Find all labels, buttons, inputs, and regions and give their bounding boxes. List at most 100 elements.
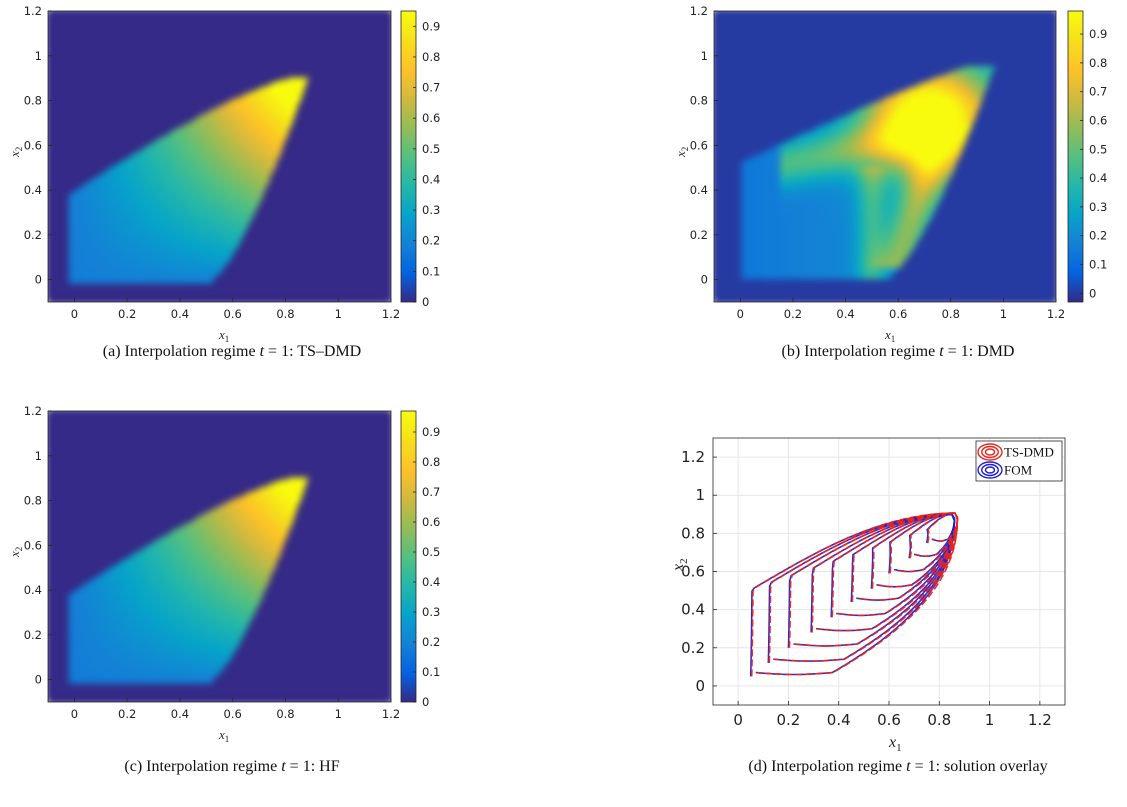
x-axis-label: x1: [888, 734, 902, 754]
colorbar-tick-label: 0: [1089, 286, 1096, 300]
colorbar-tick-label: 0.7: [1089, 85, 1107, 99]
y-tick-label: 1.2: [24, 4, 42, 18]
plot-frame: [47, 410, 392, 703]
colorbar-tick-label: 0.4: [1089, 171, 1107, 185]
colorbar-tick-label: 0.1: [422, 665, 440, 679]
y-tick-label: 0.8: [24, 94, 42, 108]
x-tick-label: 0.4: [171, 707, 189, 721]
colorbar-tick-label: 0.8: [1089, 56, 1107, 70]
x-tick-label: 0.6: [224, 707, 242, 721]
ts-dmd-trajectory-1: [750, 512, 959, 677]
y-tick-label: 0.2: [24, 628, 42, 642]
colorbar-tick-label: 0.2: [1089, 229, 1107, 243]
ts-dmd-trajectory-8: [889, 512, 959, 574]
colorbar-tick-label: 0.3: [1089, 200, 1107, 214]
colorbar-tick-label: 0.5: [422, 142, 440, 156]
x-tick-label: 0.2: [776, 711, 800, 729]
ts-dmd-trajectory-4: [811, 512, 959, 633]
legend-box: [975, 440, 1063, 482]
overlay-panel-d: 0 0.2 0.4 0.6 0.8 1 1.200.20.40.60.811.2x1x2TS…: [670, 437, 1066, 775]
colorbar-tick-label: 0.6: [422, 515, 440, 529]
heatmap-image: [48, 411, 391, 702]
x-axis-label: x1: [218, 327, 229, 344]
y-tick-label: 0.6: [690, 138, 708, 152]
x-tick-label: 1.2: [1047, 307, 1065, 321]
colorbar-tick-label: 0.8: [422, 455, 440, 469]
colorbar-tick-label: 0: [422, 695, 429, 709]
colorbar-tick-label: 0.6: [422, 111, 440, 125]
y-tick-label: 0.6: [24, 538, 42, 552]
x-axis-label: x1: [884, 327, 895, 344]
x-tick-label: 0.8: [927, 711, 951, 729]
y-tick-label: 1.2: [24, 404, 42, 418]
heatmap-image: [48, 11, 391, 302]
x-tick-label: 0.2: [784, 307, 802, 321]
colorbar-tick-label: 0.4: [422, 575, 440, 589]
ts-dmd-trajectory-5: [831, 512, 959, 618]
ts-dmd-trajectory-3: [788, 512, 959, 648]
x-tick-label: 0: [71, 707, 78, 721]
x-tick-label: 0.8: [942, 307, 960, 321]
colorbar-tick-label: 0.9: [422, 425, 440, 439]
colorbar-tick-label: 0: [422, 295, 429, 309]
colorbar-tick-label: 0.7: [422, 81, 440, 95]
y-tick-label: 1: [35, 49, 42, 63]
colorbar-tick-label: 0.5: [422, 545, 440, 559]
ts-dmd-trajectory-10: [926, 512, 959, 544]
x-tick-label: 0.2: [118, 707, 136, 721]
x-tick-label: 1.2: [1028, 711, 1052, 729]
legend-label-fom: FOM: [1004, 463, 1033, 478]
x-tick-label: 0.4: [171, 307, 189, 321]
x-tick-label: 0.4: [836, 307, 854, 321]
heatmap-panel-c: 0 0.2 0.4 0.6 0.8 1 1.2 0 0.2 0.4 0.6 0.8 1 1.2 x1 x2 0 0…: [7, 404, 440, 775]
y-tick-label: 1.2: [690, 4, 708, 18]
colorbar: [400, 410, 417, 703]
colorbar-tick-label: 0.6: [1089, 113, 1107, 127]
x-tick-label: 0.6: [889, 307, 907, 321]
colorbar-tick-label: 0.2: [422, 234, 440, 248]
x-tick-label: 1: [335, 707, 342, 721]
colorbar: [400, 10, 417, 303]
colorbar: [1067, 10, 1084, 303]
x-tick-label: 1.2: [382, 707, 400, 721]
ts-dmd-trajectory-2: [768, 512, 959, 663]
heatmap-image: [714, 11, 1056, 302]
heatmap-panel-a: 0 0.2 0.4 0.6 0.8 1 1.2 0 0.2 0.4 0.6 0.8 1 1.2 x1 x2 0 0…: [7, 4, 440, 360]
x-tick-label: 0.4: [827, 711, 851, 729]
colorbar-tick-label: 0.9: [1089, 27, 1107, 41]
figure-caption: (d) Interpolation regime t = 1: solution…: [748, 758, 1047, 775]
y-tick-label: 0.4: [24, 583, 42, 597]
y-tick-label: 0: [35, 273, 42, 287]
colorbar-tick-label: 0.2: [422, 635, 440, 649]
ts-dmd-trajectory-9: [909, 512, 959, 559]
colorbar-tick-label: 0.1: [1089, 258, 1107, 272]
y-tick-label: 0.2: [24, 228, 42, 242]
fom-trajectory-8: [888, 513, 956, 574]
colorbar-tick-label: 0.3: [422, 203, 440, 217]
y-tick-label: 0.4: [24, 183, 42, 197]
y-axis-label: x2: [7, 147, 24, 158]
colorbar-tick-label: 0.8: [422, 50, 440, 64]
y-tick-label: 0.8: [24, 494, 42, 508]
x-tick-label: 0.8: [276, 307, 294, 321]
x-tick-label: 1.2: [382, 307, 400, 321]
heatmap-panel-b: 0 0.2 0.4 0.6 0.8 1 1.2 0 0.2 0.4 0.6 0.8 1 1.2 x1 x2 0 0…: [673, 4, 1107, 360]
x-tick-label: 0.6: [224, 307, 242, 321]
y-tick-label: 1: [695, 486, 705, 504]
x-tick-label: 1: [335, 307, 342, 321]
ts-dmd-trajectory-6: [851, 512, 959, 602]
colorbar-tick-label: 0.7: [422, 485, 440, 499]
y-tick-label: 0.2: [681, 639, 705, 657]
legend: TS-DMD FOM: [975, 440, 1063, 482]
plot-frame: [47, 10, 392, 303]
x-tick-label: 0.2: [118, 307, 136, 321]
y-tick-label: 0.4: [681, 601, 705, 619]
y-axis-label: x2: [7, 547, 24, 558]
ts-dmd-trajectory-7: [871, 512, 959, 589]
x-tick-label: 0: [737, 307, 744, 321]
x-tick-label: 0: [733, 711, 743, 729]
y-tick-label: 0.8: [681, 524, 705, 542]
figure-caption: (a) Interpolation regime t = 1: TS–DMD: [103, 343, 361, 360]
y-tick-label: 0.6: [681, 563, 705, 581]
